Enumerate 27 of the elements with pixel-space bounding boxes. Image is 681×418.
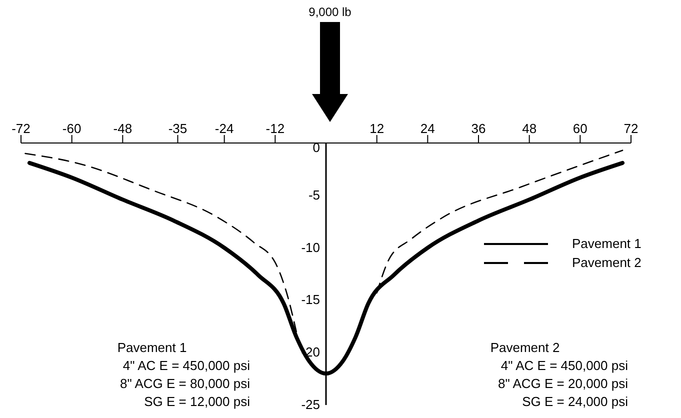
legend-label: Pavement 1 bbox=[572, 236, 642, 251]
x-tick-label: 36 bbox=[471, 121, 486, 136]
y-tick-label: -15 bbox=[301, 292, 320, 308]
annotation: Pavement 2 bbox=[490, 340, 560, 355]
annotation: 8" ACG E = 80,000 psi bbox=[120, 376, 250, 391]
x-tick-label: 72 bbox=[624, 121, 638, 136]
annotation: 4" AC E = 450,000 psi bbox=[500, 358, 628, 373]
x-tick-label: 60 bbox=[572, 121, 588, 136]
annotation: Pavement 1 bbox=[117, 340, 187, 355]
text: 9,000 lb bbox=[308, 5, 352, 19]
x-tick-label: -72 bbox=[12, 121, 30, 136]
x-tick-label: 48 bbox=[522, 121, 537, 136]
y-tick-label: -10 bbox=[301, 240, 320, 255]
x-tick-label: -35 bbox=[168, 121, 188, 136]
y-tick-label: -25 bbox=[301, 397, 320, 412]
x-tick-label: -24 bbox=[214, 121, 234, 136]
x-tick-label: -48 bbox=[113, 121, 132, 136]
x-tick-label: -60 bbox=[62, 121, 82, 136]
annotation: SG E = 12,000 psi bbox=[144, 394, 250, 409]
annotation: 8" ACG E = 20,000 psi bbox=[498, 376, 628, 391]
x-tick-label: -12 bbox=[266, 121, 285, 136]
x-tick-label: 12 bbox=[370, 121, 384, 136]
legend-label: Pavement 2 bbox=[572, 255, 642, 270]
annotation: 4" AC E = 450,000 psi bbox=[122, 358, 250, 373]
annotation: SG E = 24,000 psi bbox=[522, 394, 628, 409]
x-tick-label: 24 bbox=[420, 121, 435, 136]
y-tick-label: -5 bbox=[308, 187, 320, 202]
